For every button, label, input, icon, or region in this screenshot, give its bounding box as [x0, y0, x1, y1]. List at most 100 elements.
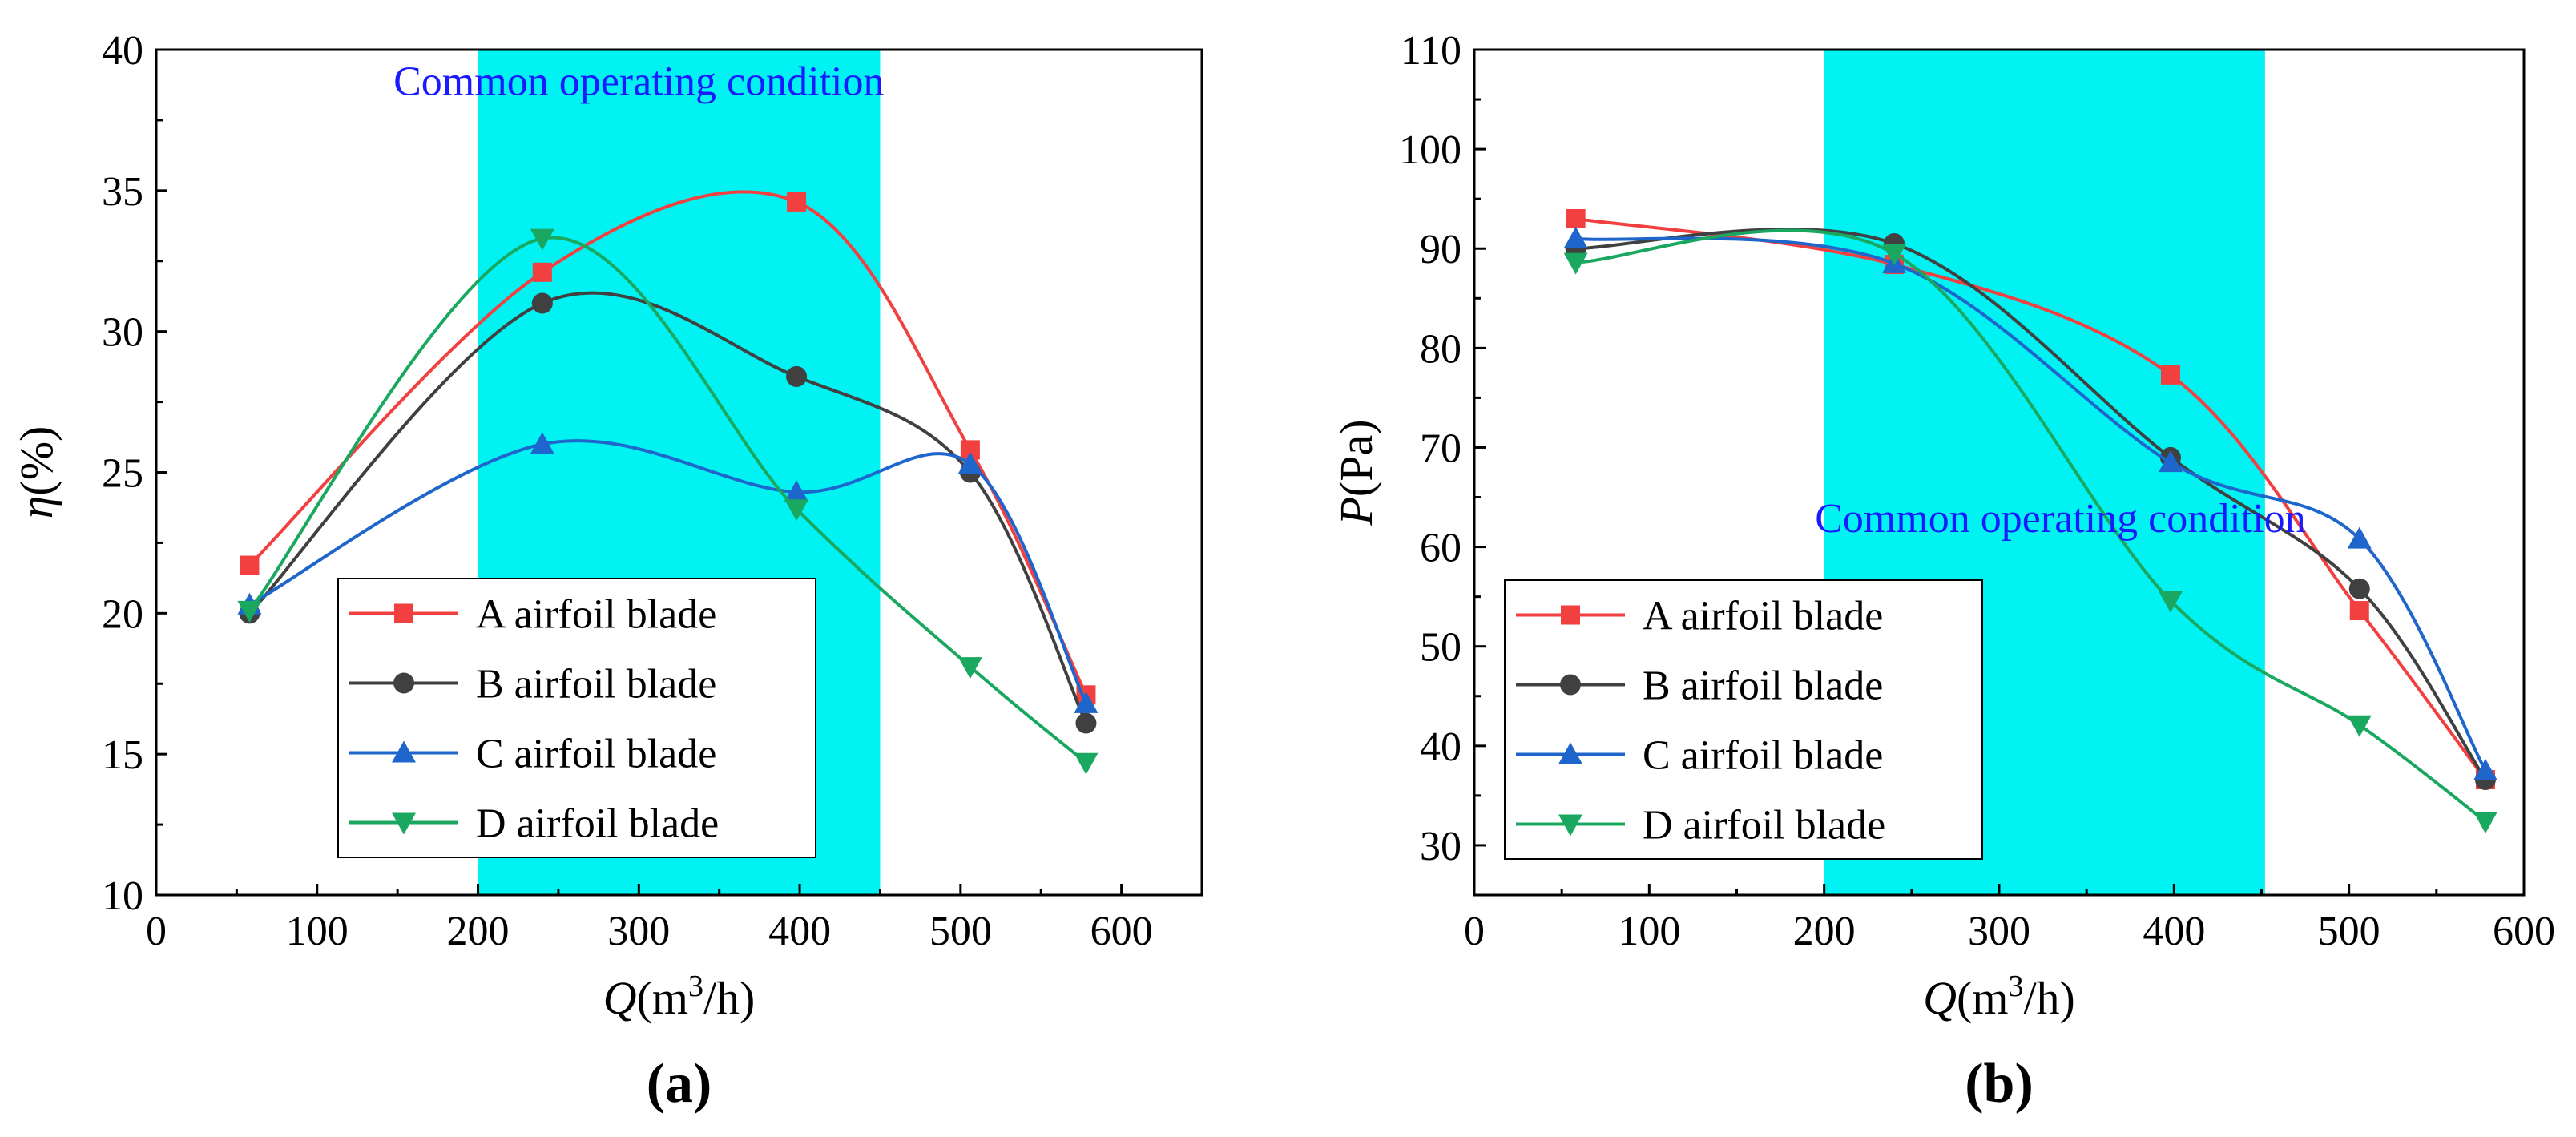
- data-point: [1566, 209, 1586, 228]
- legend-marker: [1560, 674, 1581, 696]
- data-point: [1563, 226, 1588, 248]
- data-point: [784, 480, 809, 502]
- data-point: [957, 451, 982, 474]
- series-4: [237, 228, 1099, 775]
- y-tick-label: 60: [1420, 526, 1461, 571]
- x-tick-label: 300: [1968, 909, 2030, 954]
- data-point: [2473, 758, 2497, 780]
- y-tick-label: 50: [1420, 625, 1461, 671]
- y-tick-label: 70: [1420, 425, 1461, 471]
- legend-box: [337, 578, 816, 858]
- legend-label: B airfoil blade: [476, 662, 716, 708]
- data-point: [787, 192, 807, 212]
- data-point: [1075, 712, 1097, 734]
- x-tick-label: 500: [929, 909, 992, 954]
- y-tick-label: 80: [1420, 326, 1461, 372]
- x-axis-label: Q(m3/h): [603, 970, 756, 1024]
- panel-label: (b): [1965, 1053, 2034, 1115]
- y-tick-label: 90: [1420, 227, 1461, 272]
- x-tick-label: 600: [1090, 909, 1153, 954]
- legend-label: C airfoil blade: [476, 732, 716, 777]
- legend-label: A airfoil blade: [476, 592, 716, 638]
- x-tick-label: 500: [2318, 909, 2380, 954]
- x-axis-unit-superscript: 3: [688, 970, 703, 1003]
- legend-marker: [392, 740, 416, 763]
- y-tick-label: 30: [102, 310, 143, 356]
- series-3: [1563, 226, 2497, 780]
- data-point: [2473, 812, 2497, 834]
- x-axis-unit: (m: [637, 972, 688, 1024]
- panel-label: (a): [647, 1053, 712, 1115]
- data-point: [786, 365, 808, 387]
- data-point: [240, 555, 260, 575]
- x-axis-unit-superscript: 3: [2008, 970, 2023, 1003]
- y-tick-label: 20: [102, 591, 143, 637]
- legend-marker: [1558, 742, 1582, 764]
- x-axis-unit-suffix: /h): [703, 972, 755, 1024]
- x-tick-label: 200: [447, 909, 510, 954]
- y-tick-label: 40: [1420, 724, 1461, 770]
- x-tick-label: 100: [286, 909, 349, 954]
- x-tick-label: 400: [2143, 909, 2205, 954]
- x-axis-label: Q(m3/h): [1923, 970, 2075, 1024]
- data-point: [2347, 526, 2372, 549]
- x-tick-label: 100: [1618, 909, 1680, 954]
- y-tick-label: 100: [1399, 127, 1461, 173]
- data-point: [1563, 252, 1588, 275]
- legend-marker: [394, 603, 413, 623]
- x-axis-unit-suffix: /h): [2023, 972, 2074, 1024]
- series-line: [248, 439, 1088, 704]
- legend-marker: [392, 812, 416, 835]
- data-point: [2347, 715, 2372, 737]
- y-tick-label: 35: [102, 169, 143, 215]
- data-point: [784, 499, 809, 522]
- legend-label: C airfoil blade: [1643, 733, 1883, 779]
- x-axis-symbol: Q: [1923, 972, 1957, 1024]
- annotation-text: Common operating condition: [1815, 496, 2305, 542]
- legend-box: [1504, 579, 1983, 860]
- data-point: [2160, 365, 2180, 385]
- legend-marker: [1558, 814, 1582, 837]
- data-point: [2158, 591, 2183, 613]
- legend-label: D airfoil blade: [1643, 803, 1885, 849]
- x-tick-label: 400: [768, 909, 831, 954]
- data-point: [1074, 691, 1099, 713]
- x-tick-label: 0: [146, 909, 167, 954]
- chart-panel-2: 0 100 200 300 400 500 600 30 40 50 60 70 80 90 100 110 P…: [1330, 28, 2555, 1115]
- series-line: [1575, 228, 2487, 823]
- data-point: [1074, 752, 1099, 775]
- x-tick-label: 600: [2493, 909, 2555, 954]
- y-axis-label: η(%): [10, 426, 62, 519]
- y-tick-label: 10: [102, 873, 143, 919]
- y-tick-label: 30: [1420, 824, 1461, 869]
- data-point: [531, 292, 553, 314]
- x-tick-label: 300: [607, 909, 670, 954]
- data-point: [2348, 578, 2370, 599]
- data-point: [237, 600, 262, 623]
- legend: A airfoil blade B airfoil blade C airfoil …: [337, 578, 816, 858]
- y-tick-label: 25: [102, 451, 143, 497]
- legend-label: A airfoil blade: [1643, 594, 1883, 639]
- data-point: [530, 228, 554, 251]
- legend-label: D airfoil blade: [476, 801, 719, 847]
- chart-panel-1: 0 100 200 300 400 500 600 10 15 20 25 30 35 40 η(%) Q(m…: [10, 28, 1203, 1115]
- data-point: [530, 432, 554, 454]
- annotation-text: Common operating condition: [393, 58, 884, 104]
- x-axis-unit: (m: [1957, 972, 2008, 1024]
- data-point: [1882, 244, 1906, 266]
- data-point: [957, 657, 982, 679]
- legend-marker: [1561, 605, 1580, 625]
- series-line: [248, 291, 1088, 724]
- data-point: [532, 262, 552, 282]
- data-point: [2158, 450, 2183, 473]
- y-tick-label: 15: [102, 732, 143, 778]
- x-tick-label: 0: [1464, 909, 1485, 954]
- data-point: [2349, 601, 2369, 621]
- x-tick-label: 200: [1793, 909, 1856, 954]
- y-axis-unit: (%): [10, 426, 62, 496]
- x-axis-symbol: Q: [603, 972, 637, 1024]
- y-axis-unit: (Pa): [1330, 419, 1382, 497]
- y-axis-label: P(Pa): [1330, 419, 1382, 526]
- series-line: [1575, 236, 2487, 772]
